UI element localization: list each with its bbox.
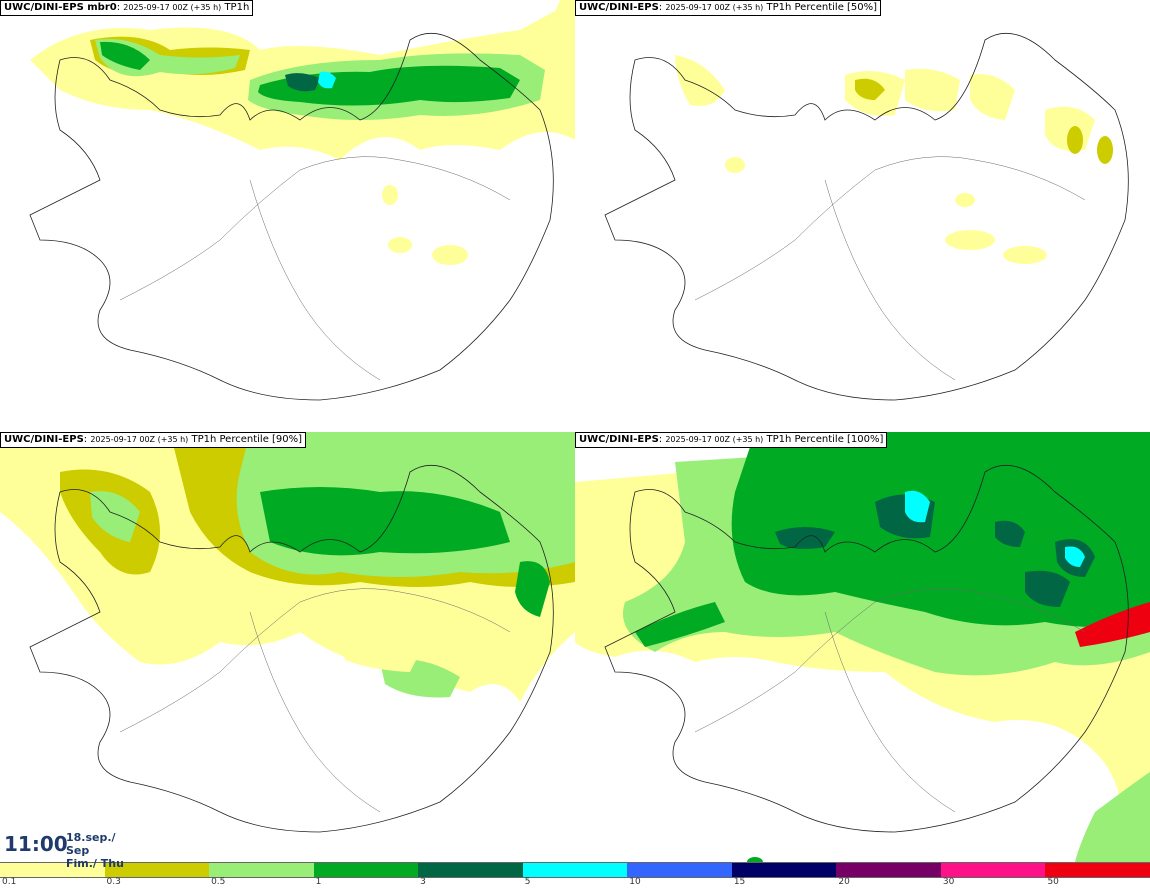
road-network: [119, 156, 511, 381]
panel-title-model: UWC/DINI-EPS: [4, 434, 84, 445]
panel-title-run: 2025-09-17 00Z (+35 h): [123, 3, 222, 12]
precip-map-p90: [0, 432, 575, 833]
precip-field: [675, 55, 1113, 264]
colorbar-tick-label: 30: [942, 877, 955, 887]
coastline: [604, 33, 1129, 401]
colorbar-tick-label: 1: [315, 877, 322, 887]
panel-title-model: UWC/DINI-EPS: [579, 434, 659, 445]
road-network: [694, 588, 1086, 813]
precip-field: [575, 432, 1150, 862]
panel-title-mbr0: UWC/DINI-EPS mbr0: 2025-09-17 00Z (+35 h…: [0, 0, 254, 16]
panel-title-field: TP1h: [221, 2, 250, 13]
panel-title-run: 2025-09-17 00Z (+35 h): [665, 3, 764, 12]
coastline: [604, 465, 1129, 833]
panel-title-sep: :: [116, 2, 124, 13]
panel-title-sep: :: [83, 434, 91, 445]
panel-title-field: TP1h Percentile [90%]: [188, 434, 303, 445]
panel-title-p50: UWC/DINI-EPS: 2025-09-17 00Z (+35 h) TP1…: [575, 0, 882, 16]
coastline: [29, 33, 554, 401]
road-network: [119, 588, 511, 813]
panel-title-field: TP1h Percentile [50%]: [763, 2, 878, 13]
valid-time-box: 11:00 18.sep./ Sep Fim./ Thu: [0, 826, 140, 870]
panel-title-sep: :: [658, 434, 666, 445]
colorbar-segment: [731, 863, 837, 877]
map-panel-p90: UWC/DINI-EPS: 2025-09-17 00Z (+35 h) TP1…: [0, 432, 575, 862]
colorbar-tick-label: 0.5: [211, 877, 226, 887]
colorbar-segment: [104, 863, 210, 877]
colorbar-tick-label: 0.3: [106, 877, 121, 887]
panel-title-sep: :: [658, 2, 666, 13]
colorbar-segment: [0, 863, 105, 877]
colorbar-segment: [418, 863, 523, 877]
precip-field: [30, 0, 575, 265]
colorbar-tick-label: 5: [524, 877, 531, 887]
colorbar-segment: [836, 863, 941, 877]
road-network: [694, 156, 1086, 381]
colorbar-tick-label: 3: [420, 877, 426, 887]
colorbar-segment: [522, 863, 628, 877]
panel-title-field: TP1h Percentile [100%]: [763, 434, 884, 445]
colorbar-tick-label: 10: [629, 877, 641, 887]
coastline: [29, 465, 554, 833]
colorbar-tick-label: 20: [838, 877, 850, 887]
panel-title-model: UWC/DINI-EPS mbr0: [4, 2, 117, 13]
colorbar-segment: [313, 863, 419, 877]
valid-time: 11:00: [4, 832, 68, 856]
precip-map-mbr0: [29, 0, 575, 401]
colorbar-segment: [627, 863, 732, 877]
map-panel-mbr0: UWC/DINI-EPS mbr0: 2025-09-17 00Z (+35 h…: [0, 0, 575, 430]
map-panel-p50: UWC/DINI-EPS: 2025-09-17 00Z (+35 h) TP1…: [575, 0, 1150, 430]
panel-title-p90: UWC/DINI-EPS: 2025-09-17 00Z (+35 h) TP1…: [0, 432, 307, 448]
panel-title-run: 2025-09-17 00Z (+35 h): [90, 435, 189, 444]
panel-title-p100: UWC/DINI-EPS: 2025-09-17 00Z (+35 h) TP1…: [575, 432, 888, 448]
precip-colorbar: [0, 862, 1150, 878]
precip-map-p100: [575, 432, 1150, 862]
valid-date: 18.sep./ Sep Fim./ Thu: [66, 831, 140, 870]
valid-date-line1: 18.sep./ Sep: [66, 831, 116, 857]
panel-title-run: 2025-09-17 00Z (+35 h): [665, 435, 764, 444]
valid-date-line2: Fim./ Thu: [66, 857, 124, 870]
colorbar-tick-labels: 0.1 0.3 0.5 1 3 5 10 15 20 30 50: [0, 877, 1150, 891]
colorbar-segment: [209, 863, 314, 877]
colorbar-tick-label: 50: [1047, 877, 1059, 887]
map-panel-p100: UWC/DINI-EPS: 2025-09-17 00Z (+35 h) TP1…: [575, 432, 1150, 862]
colorbar-tick-label: 0.1: [2, 877, 17, 887]
precip-field: [0, 432, 575, 702]
colorbar-tick-label: 15: [733, 877, 746, 887]
precip-map-p50: [604, 33, 1129, 401]
colorbar-segment: [1045, 863, 1150, 877]
panel-title-model: UWC/DINI-EPS: [579, 2, 659, 13]
colorbar-segment: [940, 863, 1046, 877]
